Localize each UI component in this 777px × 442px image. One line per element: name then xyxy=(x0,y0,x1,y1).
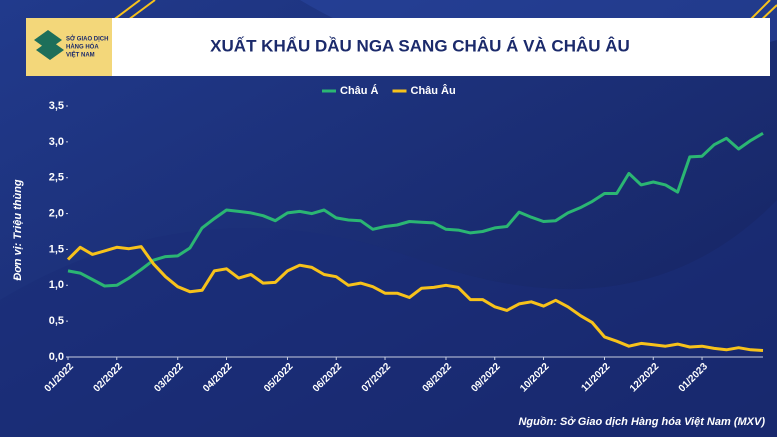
y-tick-label: 3,0 xyxy=(49,136,64,148)
y-tick-label: 2,0 xyxy=(49,207,64,219)
logo-text: HÀNG HÓA xyxy=(66,43,99,51)
logo-mark xyxy=(34,30,64,60)
title-banner xyxy=(26,18,770,76)
y-tick-label: 1,5 xyxy=(49,243,64,255)
legend-label: Châu Á xyxy=(340,84,379,97)
legend-label: Châu Âu xyxy=(411,84,456,97)
y-tick-label: 0,5 xyxy=(49,315,64,327)
y-axis-label: Đơn vị: Triệu thùng xyxy=(12,179,24,281)
y-tick-label: 0,0 xyxy=(49,351,64,363)
logo-text: VIỆT NAM xyxy=(66,51,95,59)
decor-wave xyxy=(0,200,777,437)
series-line xyxy=(67,132,764,288)
legend: Châu Á Châu Âu xyxy=(322,84,456,97)
source-note: Nguồn: Sở Giao dịch Hàng hóa Việt Nam (M… xyxy=(518,416,765,428)
logo-text: SỞ GIAO DỊCH xyxy=(66,36,108,43)
y-tick-label: 3,5 xyxy=(49,100,64,112)
y-tick-label: 2,5 xyxy=(49,172,64,184)
y-tick-label: 1,0 xyxy=(49,279,64,291)
chart-title: XUẤT KHẨU DẦU NGA SANG CHÂU Á VÀ CHÂU ÂU xyxy=(210,36,630,55)
series-line xyxy=(66,245,764,352)
